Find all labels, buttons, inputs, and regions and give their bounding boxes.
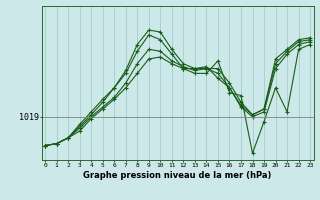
- X-axis label: Graphe pression niveau de la mer (hPa): Graphe pression niveau de la mer (hPa): [84, 171, 272, 180]
